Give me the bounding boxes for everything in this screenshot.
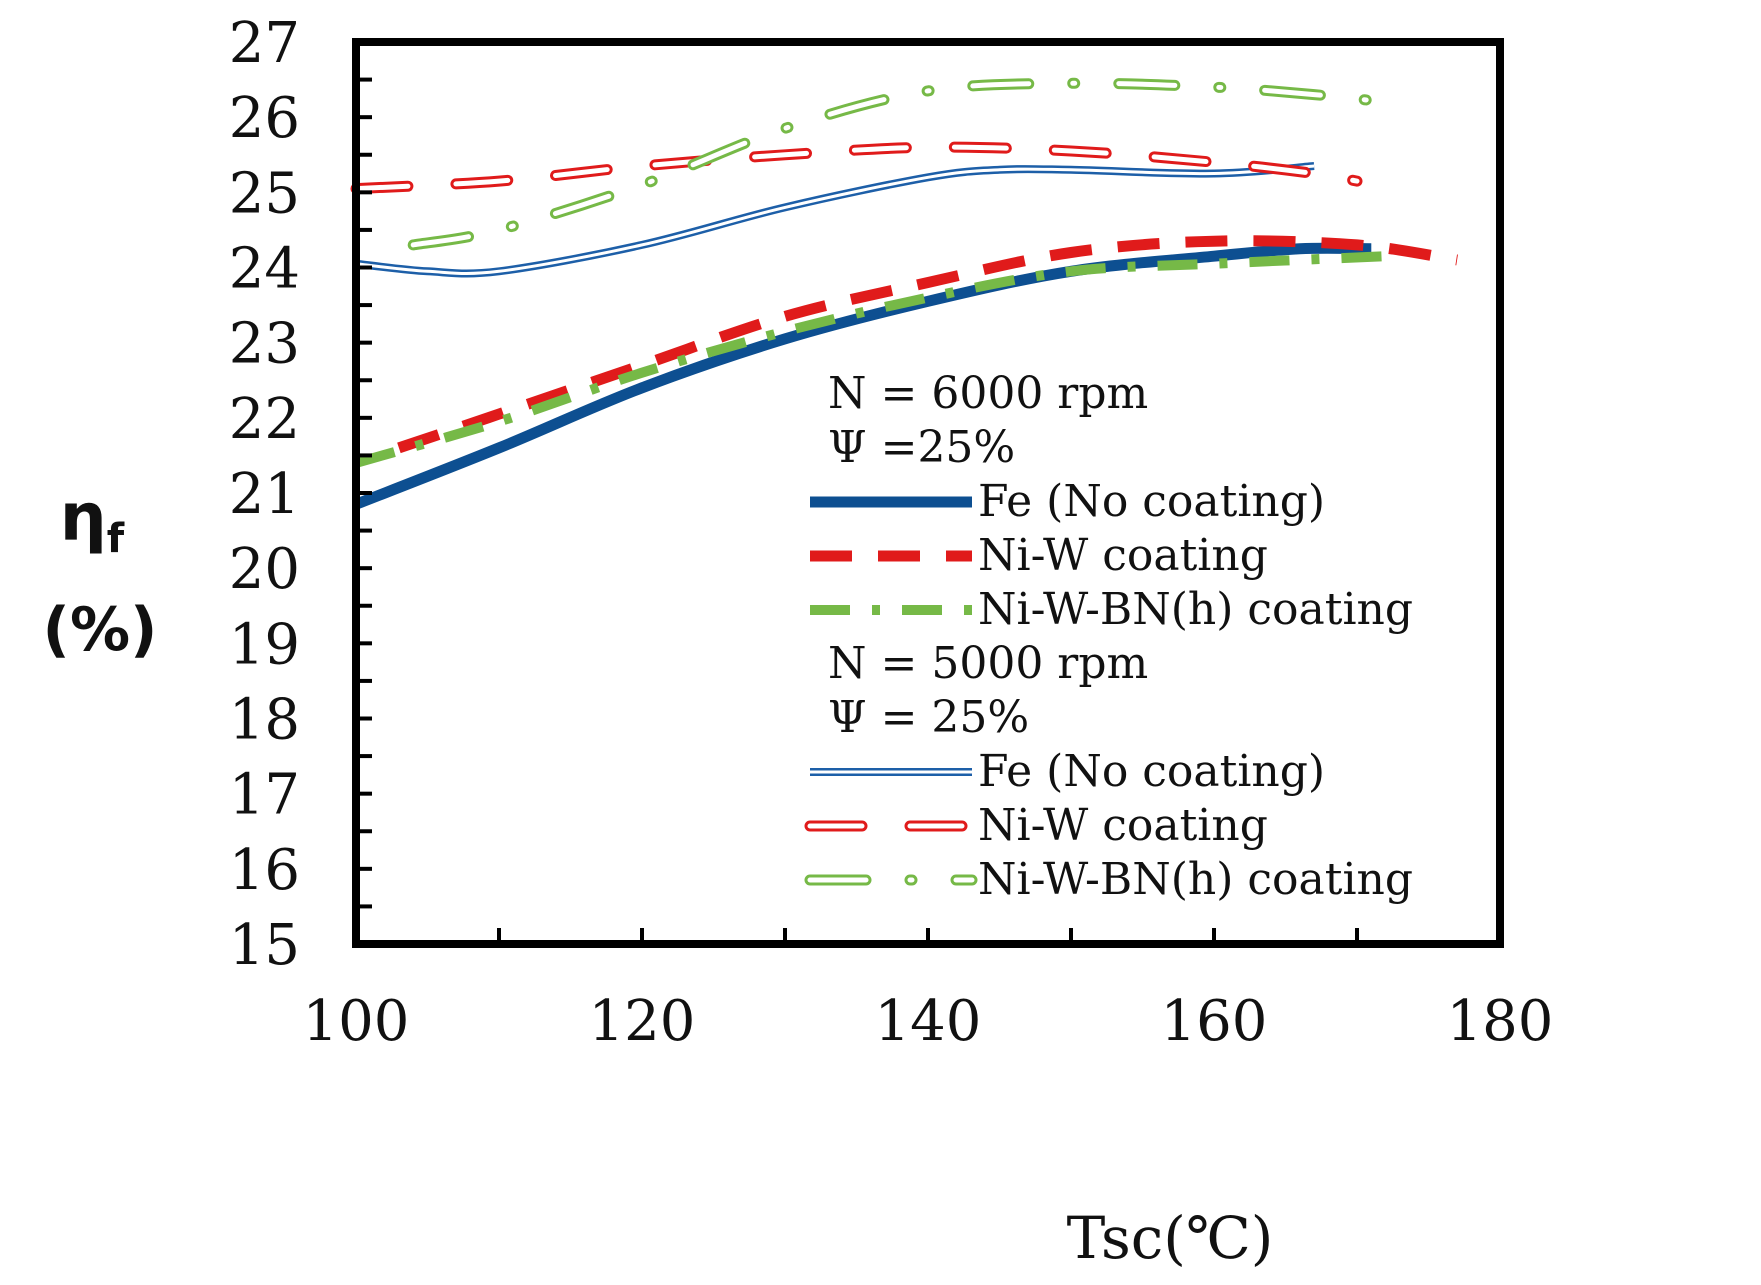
series-line-2 (397, 235, 1458, 454)
legend-entry: Fe (No coating) (810, 476, 1325, 527)
series-line-6 (407, 77, 1392, 251)
y-tick-label: 27 (229, 11, 300, 76)
legend-label: Ni-W-BN(h) coating (978, 584, 1413, 635)
legend-label: Fe (No coating) (978, 746, 1325, 797)
legend-label: Ni-W coating (978, 800, 1268, 851)
y-tick-label: 20 (229, 537, 300, 602)
y-tick-label: 19 (229, 612, 300, 677)
series-line-4 (355, 162, 1315, 278)
y-tick-label: 22 (229, 387, 300, 452)
legend-label: Ni-W coating (978, 530, 1268, 581)
legend-entry: Fe (No coating) (810, 746, 1325, 797)
legend-label: Ni-W-BN(h) coating (978, 854, 1413, 905)
y-tick-label: 17 (229, 763, 300, 828)
y-axis-title: ηf (%) (43, 479, 158, 665)
y-tick-label: 16 (229, 838, 300, 903)
legend-entry: Ni-W-BN(h) coating (804, 854, 1413, 905)
y-tick-label: 15 (229, 913, 300, 978)
series-layer (350, 77, 1458, 510)
legend-label: Fe (No coating) (978, 476, 1325, 527)
x-tick-label: 160 (1161, 989, 1268, 1054)
y-tick-label: 23 (229, 312, 300, 377)
x-axis-title: Tsc(℃) (1067, 1204, 1274, 1272)
series-line-3 (354, 251, 1386, 468)
x-tick-label: 180 (1447, 989, 1554, 1054)
svg-text:ηf: ηf (60, 479, 125, 562)
y-tick-label: 25 (229, 161, 300, 226)
series-line-5 (350, 141, 1363, 195)
legend-entry: Ni-W coating (810, 530, 1268, 581)
legend-header-2-2: Ψ = 25% (828, 692, 1029, 743)
legend-header-2-1: N = 5000 rpm (828, 638, 1148, 689)
y-tick-label: 26 (229, 86, 300, 151)
legend-header-1-1: N = 6000 rpm (828, 368, 1148, 419)
x-tick-label: 120 (589, 989, 696, 1054)
x-tick-label: 140 (875, 989, 982, 1054)
legend-entry: Ni-W coating (804, 800, 1268, 851)
tick-layer: 15 16 17 18 19 20 21 22 23 24 25 26 27 100 120 140 160 18… (229, 11, 1554, 1054)
y-axis-unit: (%) (43, 595, 158, 665)
y-axis-subscript: f (107, 516, 125, 562)
x-tick-label: 100 (303, 989, 410, 1054)
y-tick-label: 24 (229, 237, 300, 302)
y-tick-label: 21 (229, 462, 300, 527)
y-axis-symbol: η (60, 479, 107, 556)
legend-header-1-2: Ψ =25% (828, 422, 1015, 473)
legend-entry: Ni-W-BN(h) coating (810, 584, 1413, 635)
y-tick-label: 18 (229, 688, 300, 753)
